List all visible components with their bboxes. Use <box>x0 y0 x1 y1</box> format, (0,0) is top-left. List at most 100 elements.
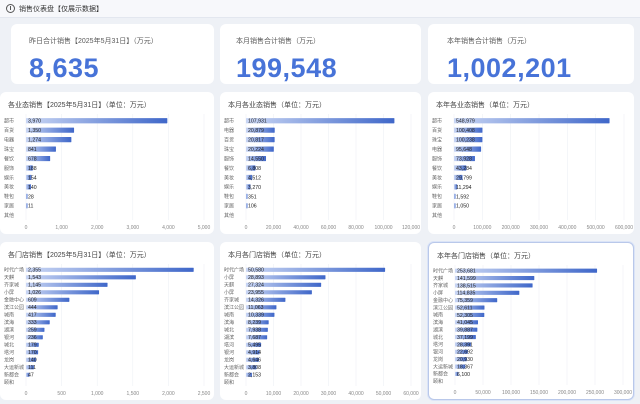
bar[interactable] <box>455 320 478 325</box>
bar[interactable] <box>26 350 39 355</box>
bar[interactable] <box>454 184 458 190</box>
bar[interactable] <box>246 320 269 325</box>
bar[interactable] <box>246 365 257 370</box>
bar[interactable] <box>246 137 275 143</box>
category-label: 湖滨 <box>4 327 14 334</box>
bar[interactable] <box>26 184 31 190</box>
bar[interactable] <box>246 350 260 355</box>
bar[interactable] <box>454 118 610 124</box>
bar[interactable] <box>246 372 252 377</box>
bar[interactable] <box>26 155 51 162</box>
x-tick-label: 200,000 <box>502 225 520 231</box>
bar[interactable] <box>246 267 386 272</box>
bar[interactable] <box>455 342 471 347</box>
category-label: 龙岗 <box>433 356 443 363</box>
category-label: 小屏 <box>433 290 443 297</box>
kpi-card-yesterday[interactable]: 昨日合计销售【2025年5月31日】（万元） 8,635 <box>11 24 214 84</box>
bar[interactable] <box>454 174 463 181</box>
bar[interactable] <box>246 275 326 280</box>
bar[interactable] <box>455 283 533 288</box>
data-label: 140 <box>28 358 37 364</box>
data-label: 107,931 <box>248 119 267 125</box>
bar[interactable] <box>246 193 248 199</box>
bar[interactable] <box>26 342 39 347</box>
bar[interactable] <box>246 312 275 317</box>
bar[interactable] <box>246 118 395 124</box>
kpi-card-year[interactable]: 本年销售合计销售（万元） 1,002,201 <box>428 24 634 84</box>
bar[interactable] <box>454 193 456 199</box>
bar[interactable] <box>246 184 251 190</box>
bar[interactable] <box>26 357 36 362</box>
bar[interactable] <box>246 174 253 181</box>
bar[interactable] <box>455 290 520 295</box>
bar[interactable] <box>454 203 456 209</box>
bar[interactable] <box>246 127 275 133</box>
bar[interactable] <box>26 165 33 171</box>
bar[interactable] <box>454 137 483 143</box>
bar[interactable] <box>246 305 277 310</box>
category-label: 小屏 <box>224 274 234 281</box>
data-label: 188 <box>28 166 37 172</box>
bar[interactable] <box>454 146 482 152</box>
bar[interactable] <box>26 297 70 302</box>
bar[interactable] <box>26 127 75 133</box>
chart-card-store-year[interactable]: 本年各门店销售（单位：万元） 0 50,000 100,000 150,000 200,… <box>428 242 634 400</box>
bar[interactable] <box>26 267 194 272</box>
bar[interactable] <box>455 276 535 281</box>
bar[interactable] <box>455 327 478 332</box>
bar[interactable] <box>246 327 268 332</box>
bar[interactable] <box>246 155 267 162</box>
bar[interactable] <box>455 268 598 273</box>
bar[interactable] <box>246 297 286 302</box>
bar[interactable] <box>246 146 274 152</box>
bar[interactable] <box>26 118 168 124</box>
bar[interactable] <box>455 357 467 362</box>
bar[interactable] <box>246 282 322 287</box>
x-tick-label: 120,000 <box>402 225 420 231</box>
kpi-card-month[interactable]: 本月销售合计销售（万元） 199,548 <box>220 24 421 84</box>
bar[interactable] <box>26 312 56 317</box>
bar[interactable] <box>455 335 476 340</box>
bar[interactable] <box>26 327 45 332</box>
bar[interactable] <box>26 335 43 340</box>
bar[interactable] <box>455 349 468 354</box>
bar[interactable] <box>26 282 108 287</box>
bar[interactable] <box>455 305 485 310</box>
bar[interactable] <box>26 305 58 310</box>
chart-card-category-yesterday[interactable]: 各业态销售【2025年5月31日】（单位：万元） 0 1,000 2,000 3,00… <box>0 92 214 234</box>
bar[interactable] <box>455 371 459 376</box>
bar[interactable] <box>246 357 259 362</box>
bar[interactable] <box>26 372 30 377</box>
bar[interactable] <box>26 365 34 370</box>
bar[interactable] <box>26 137 72 143</box>
bar[interactable] <box>454 165 467 171</box>
bar[interactable] <box>26 320 50 325</box>
category-label: 滨海 <box>433 319 443 326</box>
bar[interactable] <box>26 290 100 295</box>
bar[interactable] <box>26 146 56 152</box>
data-label: 841 <box>28 147 37 153</box>
data-label: 351 <box>248 194 257 200</box>
bar[interactable] <box>26 275 136 280</box>
bar[interactable] <box>26 203 28 209</box>
bar[interactable] <box>246 290 312 295</box>
category-label: 百货 <box>224 136 234 143</box>
category-label: 滨江公园 <box>433 304 453 311</box>
bar[interactable] <box>455 364 466 369</box>
data-label: 6,100 <box>457 372 470 378</box>
chart-card-store-yesterday[interactable]: 各门店销售【2025年5月31日】（单位：万元） 0 500 1,000 1,500 2… <box>0 242 214 400</box>
chart-card-store-month[interactable]: 本月各门店销售（单位：万元） 0 10,000 20,000 30,000 40,000… <box>220 242 421 400</box>
bar[interactable] <box>246 165 256 171</box>
bar[interactable] <box>246 342 262 347</box>
bar[interactable] <box>454 127 483 133</box>
chart-card-category-month[interactable]: 本月各业态销售（单位：万元） 0 20,000 40,000 60,000 80,000… <box>220 92 421 234</box>
bar[interactable] <box>246 203 248 209</box>
bar[interactable] <box>455 298 498 303</box>
bar[interactable] <box>26 174 32 181</box>
bar[interactable] <box>246 335 268 340</box>
bar[interactable] <box>454 155 475 162</box>
bar[interactable] <box>26 193 28 199</box>
category-label: 塔河 <box>224 342 234 349</box>
chart-card-category-year[interactable]: 本年各业态销售（单位：万元） 0 100,000 200,000 300,000 400… <box>428 92 634 234</box>
bar[interactable] <box>455 312 485 317</box>
